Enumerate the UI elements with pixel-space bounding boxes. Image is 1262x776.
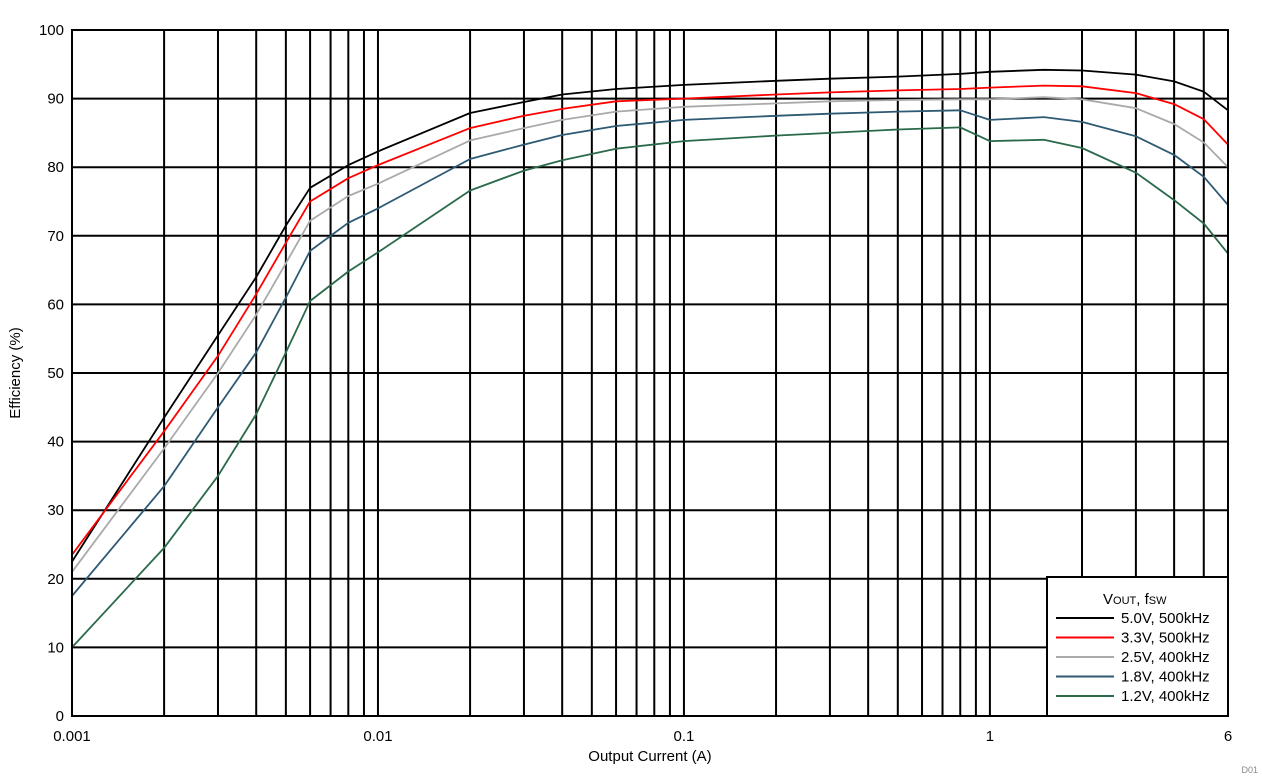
plot-frame — [71, 29, 1229, 717]
y-tick-labels: 0 10 20 30 40 50 60 70 80 90 100 — [39, 22, 64, 725]
legend: VOUT, fSW 5.0V, 500kHz 3.3V, 500kHz 2.5V, … — [1046, 576, 1229, 717]
y-tick-label: 80 — [47, 159, 64, 176]
x-tick-label: 0.01 — [363, 728, 392, 745]
legend-item: 1.8V, 400kHz — [1056, 669, 1210, 686]
series-line — [71, 109, 1229, 597]
y-tick-label: 90 — [47, 91, 64, 108]
x-tick-label: 1 — [986, 728, 994, 745]
y-tick-label: 70 — [47, 228, 64, 245]
x-tick-label: 0.1 — [674, 728, 695, 745]
series-line — [71, 126, 1229, 649]
series-line — [71, 84, 1229, 556]
legend-item: 1.2V, 400kHz — [1056, 688, 1210, 705]
series-line — [71, 68, 1229, 563]
legend-title: VOUT, fSW — [1103, 591, 1167, 608]
legend-item: 3.3V, 500kHz — [1056, 630, 1210, 647]
legend-label: 1.2V, 400kHz — [1121, 688, 1210, 705]
series-lines — [71, 68, 1229, 649]
legend-item: 5.0V, 500kHz — [1056, 610, 1210, 627]
legend-item: 2.5V, 400kHz — [1056, 649, 1210, 666]
x-tick-label: 0.001 — [53, 728, 91, 745]
legend-label: 1.8V, 400kHz — [1121, 669, 1210, 686]
y-tick-label: 60 — [47, 296, 64, 313]
y-tick-label: 10 — [47, 639, 64, 656]
legend-label: 3.3V, 500kHz — [1121, 630, 1210, 647]
legend-label: 2.5V, 400kHz — [1121, 649, 1210, 666]
y-tick-label: 100 — [39, 22, 64, 39]
legend-label: 5.0V, 500kHz — [1121, 610, 1210, 627]
legend-items: 5.0V, 500kHz 3.3V, 500kHz 2.5V, 400kHz 1.8V… — [1056, 610, 1210, 705]
y-tick-label: 30 — [47, 502, 64, 519]
y-tick-label: 0 — [56, 708, 64, 725]
corner-mark: D01 — [1241, 765, 1258, 775]
x-tick-label: 6 — [1224, 728, 1232, 745]
y-axis-title: Efficiency (%) — [7, 327, 24, 418]
x-axis-title: Output Current (A) — [588, 748, 711, 765]
legend-box — [1046, 576, 1229, 717]
y-tick-label: 20 — [47, 571, 64, 588]
y-tick-label: 50 — [47, 365, 64, 382]
x-tick-labels: 0.001 0.01 0.1 1 6 — [53, 728, 1232, 745]
y-tick-label: 40 — [47, 434, 64, 451]
series-line — [71, 96, 1229, 573]
